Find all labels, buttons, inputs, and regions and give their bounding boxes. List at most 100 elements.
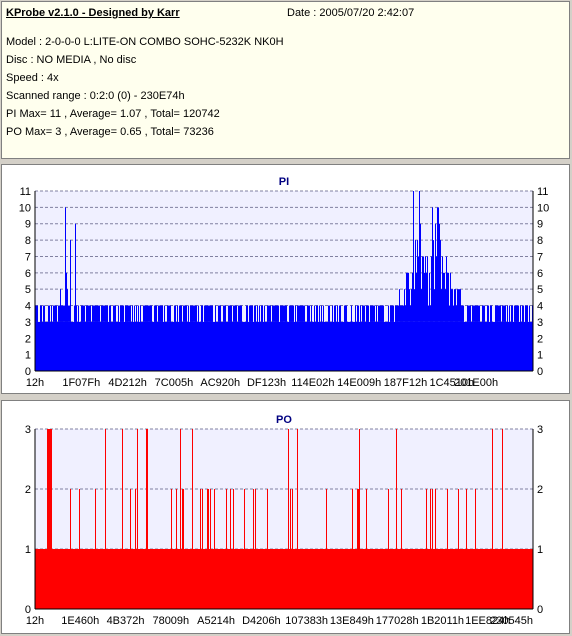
pi-bar (249, 305, 250, 322)
po-bar (180, 429, 181, 549)
pi-bar (461, 305, 462, 322)
pi-bar (69, 305, 70, 322)
pi-bar (48, 305, 49, 322)
pi-bar (193, 305, 194, 322)
pi-bar (507, 305, 508, 322)
pi-bar (459, 289, 460, 322)
pi-bar (332, 305, 333, 322)
po-bar (253, 489, 254, 549)
pi-bar (314, 305, 315, 322)
pi-bar (121, 305, 122, 322)
pi-bar (452, 289, 453, 322)
pi-bar (390, 305, 391, 322)
pi-bar (462, 305, 463, 322)
pi-bar (328, 305, 329, 322)
pi-bar (430, 305, 431, 322)
y-tick-label-left: 2 (25, 484, 31, 496)
po-bar (176, 489, 177, 549)
pi-bar (346, 305, 347, 322)
pi-bar (247, 305, 248, 322)
pi-bar (110, 305, 111, 322)
pi-bar (405, 305, 406, 322)
pi-bar (522, 305, 523, 322)
po-bar (366, 489, 367, 549)
po-bar (171, 489, 172, 549)
po-bar (288, 429, 289, 549)
po-bar (130, 489, 131, 549)
po-bar (200, 489, 201, 549)
pi-bar (498, 305, 499, 322)
pi-bar (78, 305, 79, 322)
po-bar (214, 489, 215, 549)
pi-bar (188, 305, 189, 322)
pi-bar (477, 305, 478, 322)
pi-bar (229, 305, 230, 322)
pi-bar (65, 207, 66, 322)
date-stamp: Date : 2005/07/20 2:42:07 (287, 7, 415, 19)
pi-bar (388, 305, 389, 322)
po-bar (49, 429, 50, 549)
pi-bar (37, 305, 38, 322)
pi-bar (68, 305, 69, 322)
pi-bar (431, 256, 432, 322)
pi-bar (94, 305, 95, 322)
pi-bar (441, 289, 442, 322)
pi-bar (156, 305, 157, 322)
x-tick-label: 107383h (285, 615, 328, 627)
pi-bar (60, 289, 61, 322)
pi-bar (362, 305, 363, 322)
po-stats-line: PO Max= 3 , Average= 0.65 , Total= 73236 (6, 126, 214, 138)
pi-bar (410, 305, 411, 322)
pi-bar (267, 305, 268, 322)
pi-bar (444, 272, 445, 322)
pi-bar (120, 305, 121, 322)
pi-bar (175, 305, 176, 322)
pi-bar (392, 305, 393, 322)
pi-bar (525, 305, 526, 322)
pi-bar (453, 305, 454, 322)
pi-bar (298, 305, 299, 322)
pi-bar (504, 305, 505, 322)
pi-bar (358, 305, 359, 322)
pi-bar (437, 207, 438, 322)
pi-bar (419, 191, 420, 322)
pi-bar (432, 207, 433, 322)
pi-bar (264, 305, 265, 322)
po-bar (105, 429, 106, 549)
pi-bar (148, 305, 149, 322)
pi-bar (291, 305, 292, 322)
po-bar (51, 429, 52, 549)
pi-bar (484, 305, 485, 322)
po-bar (326, 489, 327, 549)
pi-bar (367, 305, 368, 322)
po-bar (396, 429, 397, 549)
pi-bar (113, 305, 114, 322)
pi-bar (472, 305, 473, 322)
po-bar (357, 489, 358, 549)
pi-bar (509, 305, 510, 322)
y-tick-label-left: 5 (25, 284, 31, 296)
pi-bar (196, 305, 197, 322)
pi-bar (239, 305, 240, 322)
po-bar (95, 489, 96, 549)
pi-chart-panel: PI 0 0 1 1 2 2 3 3 4 4 5 5 6 6 7 7 8 8 9 9 10 10 11 11 12h 1F07Fh 4… (1, 164, 570, 394)
pi-bar (381, 305, 382, 322)
pi-bar (378, 305, 379, 322)
pi-bar (436, 256, 437, 322)
pi-bar (251, 305, 252, 322)
pi-bar (224, 305, 225, 322)
pi-bar (395, 305, 396, 322)
pi-bar (393, 305, 394, 322)
pi-bar (274, 305, 275, 322)
pi-bar (304, 305, 305, 322)
pi-bar (185, 305, 186, 322)
pi-bar (186, 305, 187, 322)
pi-bar (233, 305, 234, 322)
x-tick-label: 114E02h (291, 377, 334, 389)
pi-bar (59, 305, 60, 322)
pi-bar (502, 305, 503, 322)
pi-bar (53, 305, 54, 322)
pi-bar (438, 207, 439, 322)
po-bar (290, 489, 291, 549)
pi-bar (168, 305, 169, 322)
